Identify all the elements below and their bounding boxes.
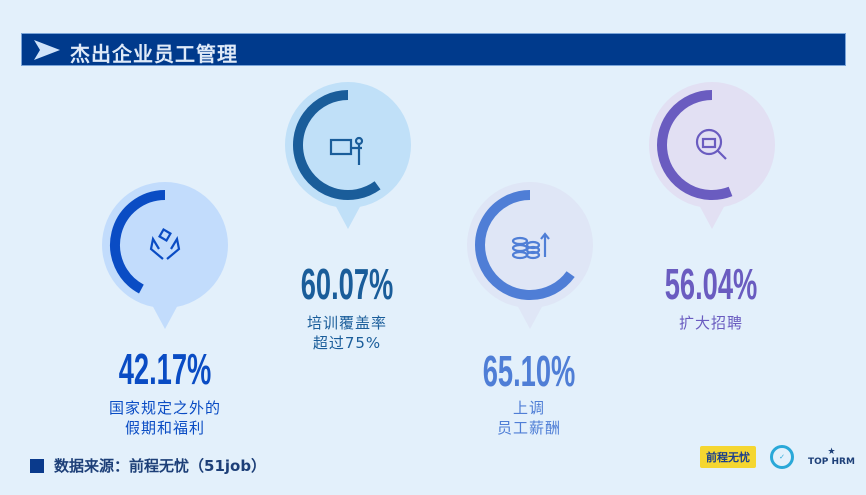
bullet-square-icon xyxy=(30,459,44,473)
logo-top-hrm: ★ TOP HRM xyxy=(808,447,855,467)
section-header: 杰出企业员工管理 xyxy=(21,33,846,66)
bubble-pointer xyxy=(334,203,362,229)
label-training-2: 超过75% xyxy=(312,334,382,352)
hands-giving-icon xyxy=(149,228,181,260)
label-salary-2: 员工薪酬 xyxy=(496,419,561,437)
progress-arc-salary xyxy=(475,190,575,300)
bubble-pointer xyxy=(698,203,726,229)
search-person-icon xyxy=(695,128,727,160)
source-text: 数据来源：前程无忧（51job） xyxy=(54,457,267,475)
presentation-teacher-icon xyxy=(329,136,364,165)
value-salary: 65.10% xyxy=(482,347,576,396)
logo-51job: 前程无忧 xyxy=(700,446,756,468)
progress-arc-benefits xyxy=(110,190,166,294)
bubble-hiring xyxy=(649,82,775,208)
bubble-pointer xyxy=(516,303,544,329)
bubble-salary xyxy=(467,182,593,308)
value-hiring: 56.04% xyxy=(664,260,758,309)
label-training-1: 培训覆盖率 xyxy=(306,314,387,332)
label-hiring-1: 扩大招聘 xyxy=(678,314,743,332)
label-benefits-2: 假期和福利 xyxy=(124,419,205,437)
bubble-training xyxy=(285,82,411,208)
value-training: 60.07% xyxy=(300,260,394,309)
section-title: 杰出企业员工管理 xyxy=(70,42,238,66)
play-arrow-icon xyxy=(34,40,60,60)
bubble-pointer xyxy=(151,303,179,329)
data-source: 数据来源：前程无忧（51job） xyxy=(30,455,266,476)
progress-arc-training xyxy=(293,90,381,200)
logo-employer: ✓ xyxy=(770,445,794,469)
progress-arc-hiring xyxy=(657,90,733,200)
coins-up-icon xyxy=(511,232,550,260)
value-benefits: 42.17% xyxy=(118,345,212,394)
label-salary-1: 上调 xyxy=(512,399,545,417)
bubble-benefits xyxy=(102,182,228,308)
logos: 前程无忧 ✓ ★ TOP HRM xyxy=(700,445,855,469)
label-benefits-1: 国家规定之外的 xyxy=(108,399,221,417)
